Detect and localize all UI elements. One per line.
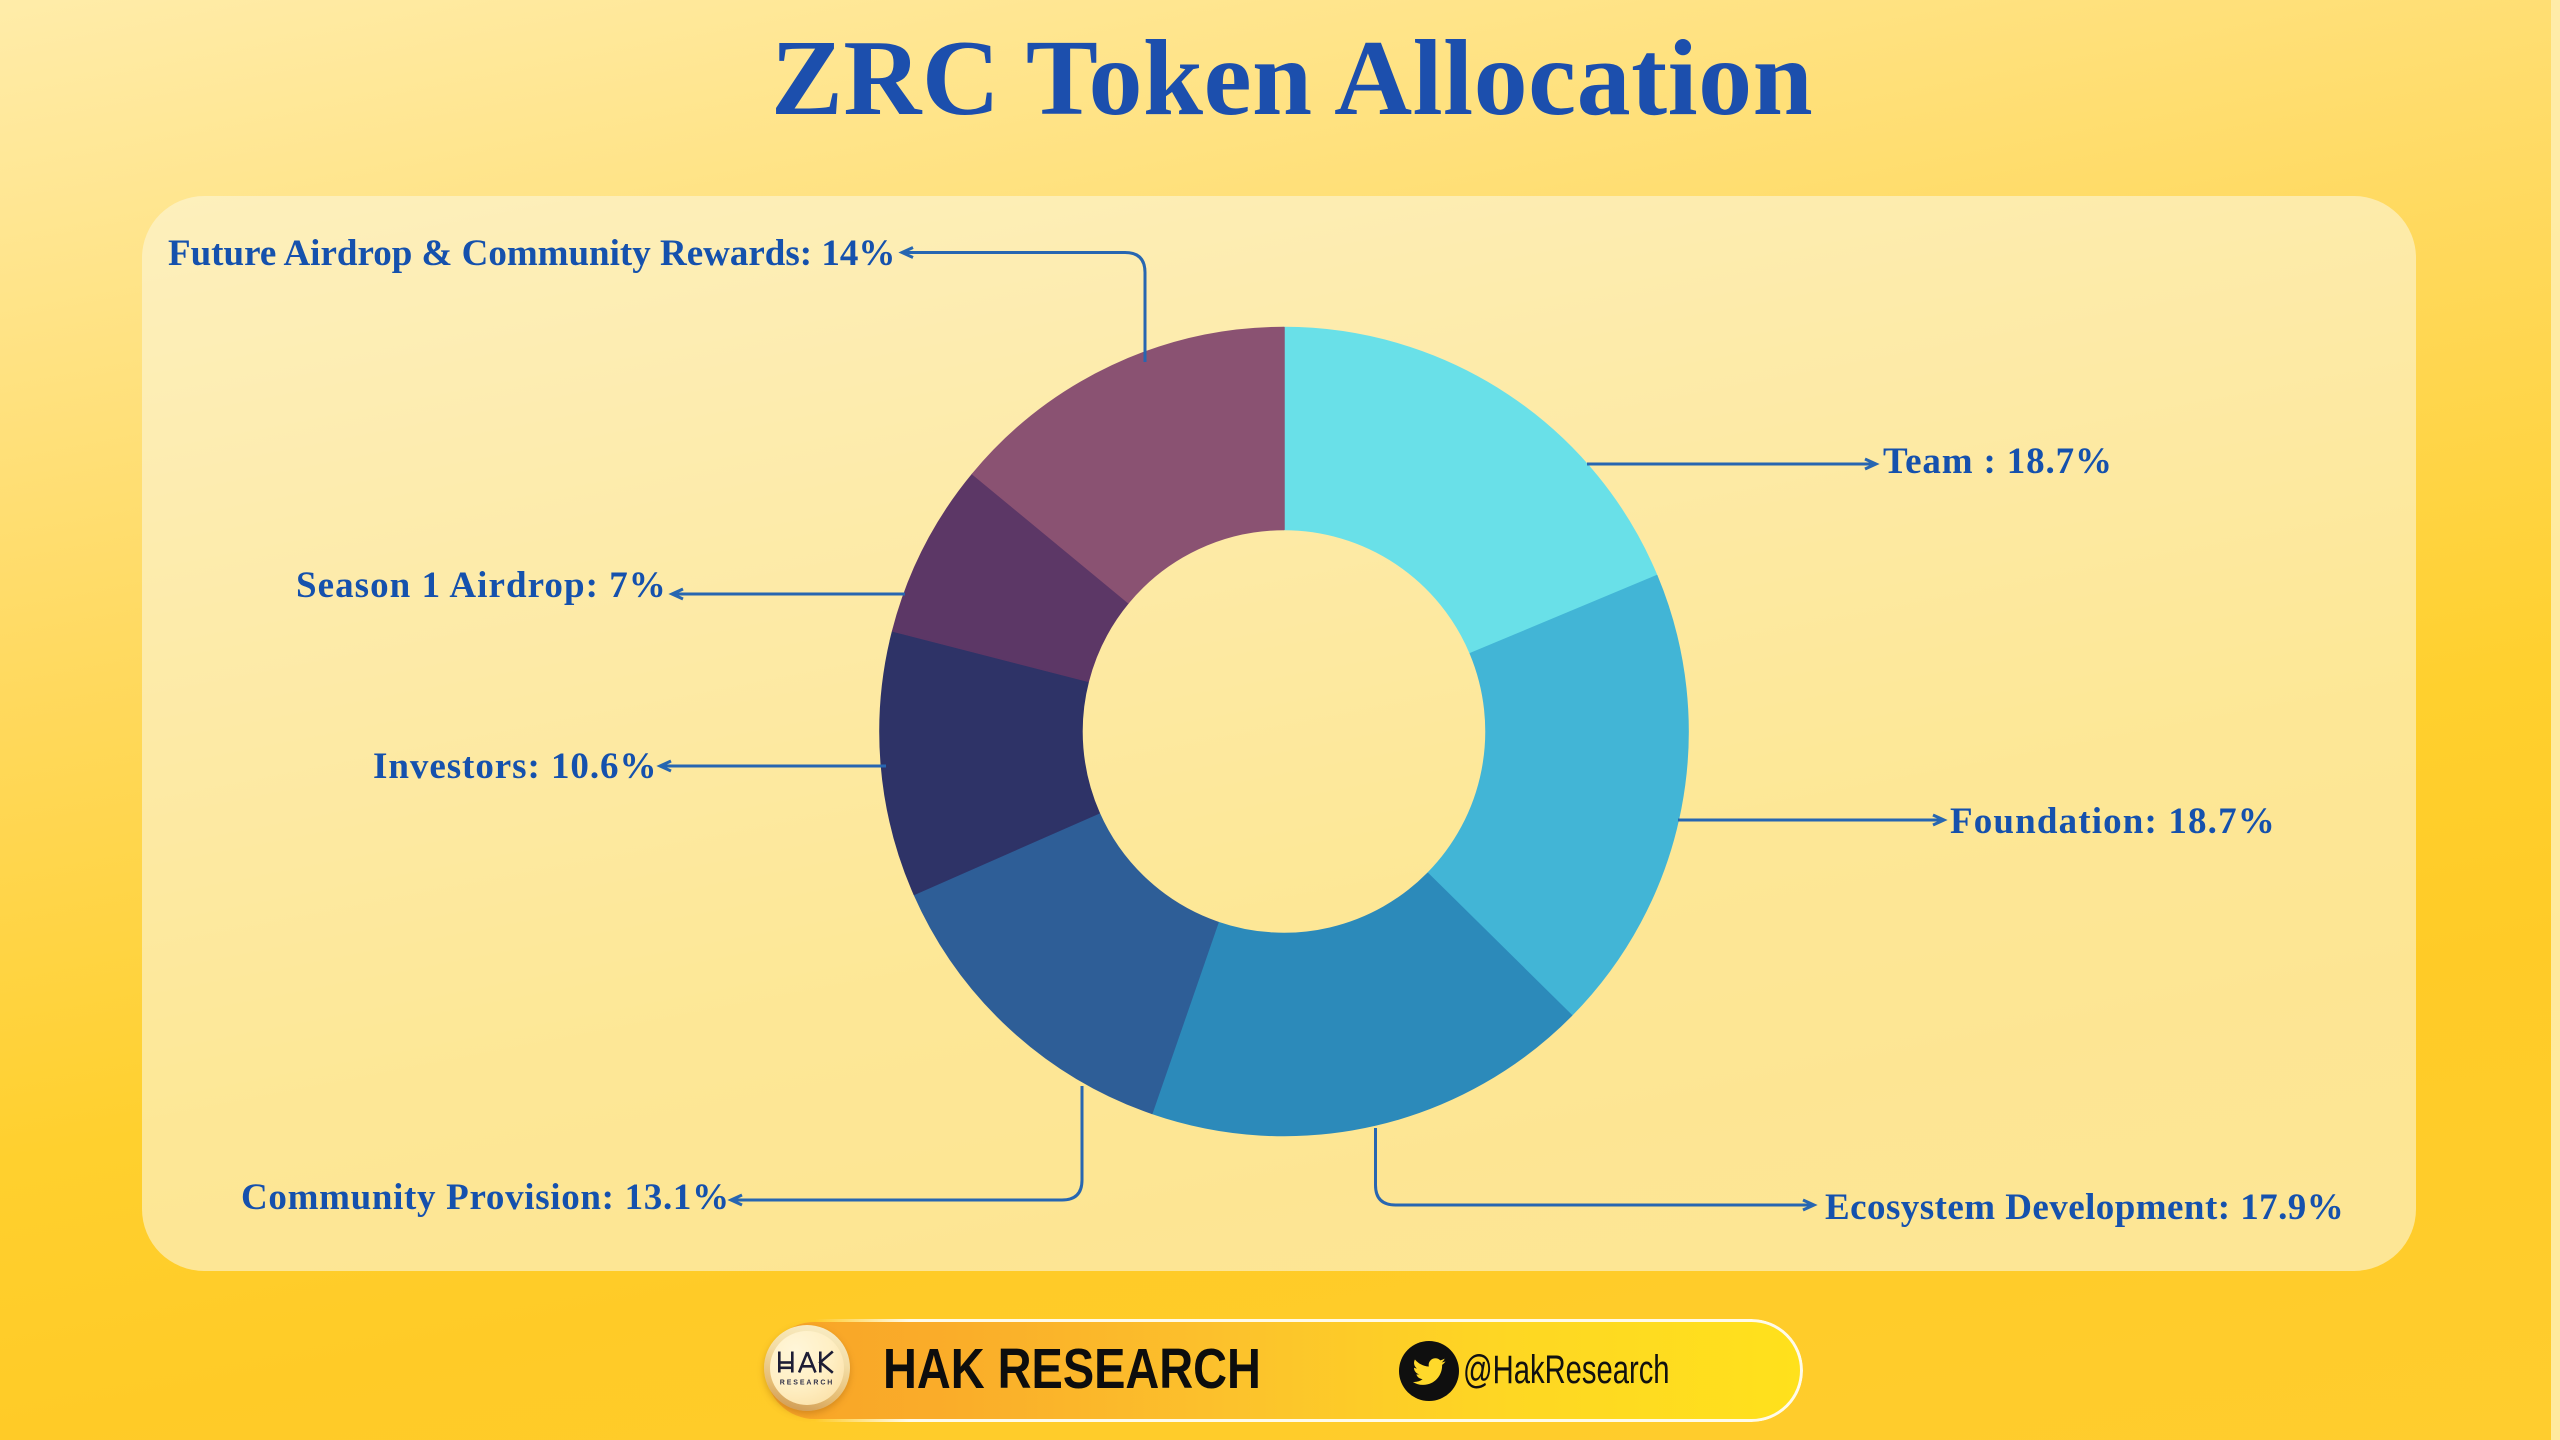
svg-text:RESEARCH: RESEARCH	[780, 1380, 834, 1387]
